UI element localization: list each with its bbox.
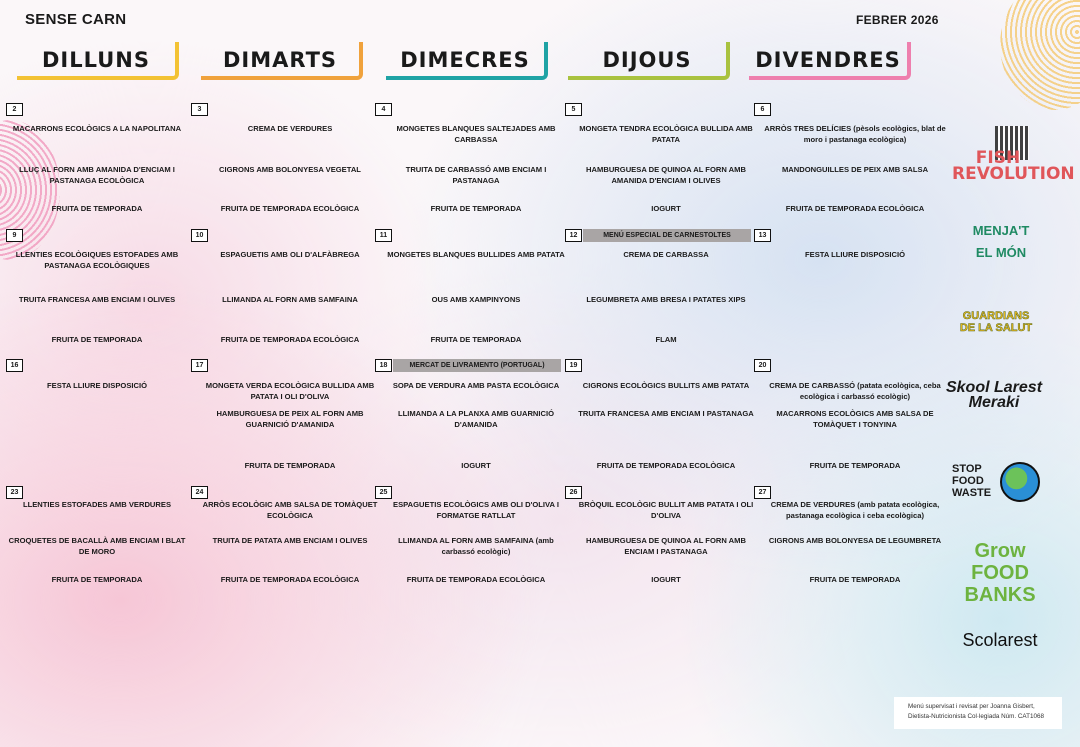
special-menu-banner: MERCAT DE LIVRAMENTO (PORTUGAL)	[393, 359, 561, 372]
logo-guardians-de-la-salut: GUARDIANS DE LA SALUT	[959, 310, 1033, 335]
day-number: 4	[375, 103, 392, 116]
note-line: Menú supervisat i revisat per Joanna Gis…	[908, 703, 1035, 710]
day-number: 13	[754, 229, 771, 242]
second-course: LLIMANDA AL FORN AMB SAMFAINA	[222, 295, 358, 304]
day-number: 24	[191, 486, 208, 499]
logo-grow-food-banks: Grow FOOD BANKS	[964, 540, 1036, 606]
first-course: CIGRONS ECOLÒGICS BULLITS AMB PATATA	[582, 381, 750, 390]
second-course: CIGRONS AMB BOLONYESA VEGETAL	[219, 165, 361, 174]
second-course: MACARRONS ECOLÒGICS AMB SALSA DE TOMÀQUE…	[776, 409, 934, 429]
first-course: CREMA DE CARBASSÓ (patata ecològica, ceb…	[769, 381, 941, 401]
dietitian-note: Menú supervisat i revisat per Joanna Gis…	[894, 697, 1062, 729]
day-number: 2	[6, 103, 23, 116]
day-number: 23	[6, 486, 23, 499]
second-course: TRUITA DE PATATA AMB ENCIAM I OLIVES	[212, 536, 368, 545]
logo-skool-larest-meraki: Skool Larest Meraki	[945, 379, 1043, 411]
second-course: TRUITA DE CARBASSÓ AMB ENCIAM I PASTANAG…	[405, 165, 547, 185]
dessert: FRUITA DE TEMPORADA ECOLÒGICA	[785, 204, 925, 213]
second-course: MANDONGUILLES DE PEIX AMB SALSA	[781, 165, 929, 174]
first-course: ESPAGUETIS ECOLÒGICS AMB OLI D'OLIVA I F…	[393, 500, 559, 520]
dessert: FRUITA DE TEMPORADA	[430, 204, 522, 213]
dessert: FRUITA DE TEMPORADA	[809, 575, 901, 584]
day-header-divendres: DIVENDRES	[749, 42, 911, 80]
dessert: IOGURT	[461, 461, 491, 470]
dessert: FRUITA DE TEMPORADA	[51, 204, 143, 213]
day-number: 25	[375, 486, 392, 499]
second-course: LLIMANDA AL FORN AMB SAMFAINA (amb carba…	[398, 536, 554, 556]
dessert: FRUITA DE TEMPORADA	[809, 461, 901, 470]
day-number: 19	[565, 359, 582, 372]
first-course: CREMA DE VERDURES (amb patata ecològica,…	[770, 500, 940, 520]
logo-stop-food-waste: STOP FOOD WASTE	[952, 463, 992, 499]
globe-icon	[1000, 462, 1040, 502]
logo-menjat-el-mon: MENJA'T EL MÓN	[972, 223, 1030, 260]
first-course: MONGETA TENDRA ECOLÒGICA BULLIDA AMB PAT…	[579, 124, 753, 144]
dessert: FRUITA DE TEMPORADA ECOLÒGICA	[406, 575, 546, 584]
day-header-dimarts: DIMARTS	[201, 42, 363, 80]
second-course: TRUITA FRANCESA AMB ENCIAM I PASTANAGA	[578, 409, 754, 418]
first-course: SOPA DE VERDURA AMB PASTA ECOLÒGICA	[392, 381, 560, 390]
day-number: 17	[191, 359, 208, 372]
day-number: 16	[6, 359, 23, 372]
first-course: FESTA LLIURE DISPOSICIÓ	[47, 381, 147, 390]
second-course: CIGRONS AMB BOLONYESA DE LEGUMBRETA	[768, 536, 942, 545]
first-course: ARRÒS TRES DELÍCIES (pèsols ecològics, b…	[764, 124, 946, 144]
first-course: MONGETES BLANQUES BULLIDES AMB PATATA	[387, 250, 565, 259]
first-course: BRÒQUIL ECOLÒGIC BULLIT AMB PATATA I OLI…	[578, 500, 754, 520]
first-course: FESTA LLIURE DISPOSICIÓ	[805, 250, 905, 259]
first-course: ESPAGUETIS AMB OLI D'ALFÀBREGA	[220, 250, 360, 259]
second-course: LEGUMBRETA AMB BRESA I PATATES XIPS	[586, 295, 746, 304]
second-course: CROQUETES DE BACALLÀ AMB ENCIAM I BLAT D…	[8, 536, 186, 556]
day-number: 12	[565, 229, 582, 242]
day-number: 26	[565, 486, 582, 499]
dessert: FRUITA DE TEMPORADA ECOLÒGICA	[220, 575, 360, 584]
dessert: FLAM	[655, 335, 677, 344]
day-number: 5	[565, 103, 582, 116]
first-course: CREMA DE VERDURES	[247, 124, 333, 133]
day-number: 11	[375, 229, 392, 242]
dessert: FRUITA DE TEMPORADA ECOLÒGICA	[220, 335, 360, 344]
dessert: FRUITA DE TEMPORADA	[244, 461, 336, 470]
day-number: 10	[191, 229, 208, 242]
first-course: LLENTIES ECOLÒGIQUES ESTOFADES AMB PASTA…	[15, 250, 179, 270]
day-number: 3	[191, 103, 208, 116]
second-course: LLIMANDA A LA PLANXA AMB GUARNICIÓ D'AMA…	[397, 409, 555, 429]
first-course: LLENTIES ESTOFADES AMB VERDURES	[22, 500, 172, 509]
dessert: FRUITA DE TEMPORADA ECOLÒGICA	[596, 461, 736, 470]
dessert: IOGURT	[651, 204, 681, 213]
fingerprint-decoration	[1000, 0, 1080, 110]
second-course: OUS AMB XAMPINYONS	[431, 295, 521, 304]
day-number: 18	[375, 359, 392, 372]
day-header-dimecres: DIMECRES	[386, 42, 548, 80]
special-menu-banner: MENÚ ESPECIAL DE CARNESTOLTES	[583, 229, 751, 242]
first-course: MACARRONS ECOLÒGICS A LA NAPOLITANA	[12, 124, 182, 133]
second-course: HAMBURGUESA DE PEIX AL FORN AMB GUARNICI…	[216, 409, 364, 429]
day-header-dijous: DIJOUS	[568, 42, 730, 80]
first-course: MONGETES BLANQUES SALTEJADES AMB CARBASS…	[396, 124, 556, 144]
day-number: 9	[6, 229, 23, 242]
second-course: HAMBURGUESA DE QUINOA AL FORN AMB ENCIAM…	[586, 536, 746, 556]
second-course: HAMBURGUESA DE QUINOA AL FORN AMB AMANID…	[586, 165, 746, 185]
dessert: IOGURT	[651, 575, 681, 584]
qr-code	[995, 126, 1029, 160]
logo-scolarest: Scolarest	[962, 630, 1038, 650]
day-header-dilluns: DILLUNS	[17, 42, 179, 80]
second-course: TRUITA FRANCESA AMB ENCIAM I OLIVES	[18, 295, 176, 304]
logo-fish-revolution: FISH REVOLUTION	[952, 148, 1075, 184]
month-label: FEBRER 2026	[856, 13, 939, 27]
dessert: FRUITA DE TEMPORADA ECOLÒGICA	[220, 204, 360, 213]
first-course: ARRÒS ECOLÒGIC AMB SALSA DE TOMÀQUET ECO…	[202, 500, 378, 520]
dessert: FRUITA DE TEMPORADA	[51, 335, 143, 344]
dessert: FRUITA DE TEMPORADA	[430, 335, 522, 344]
second-course: LLUÇ AL FORN AMB AMANIDA D'ENCIAM I PAST…	[19, 165, 175, 185]
menu-title: SENSE CARN	[25, 11, 127, 28]
day-number: 6	[754, 103, 771, 116]
first-course: CREMA DE CARBASSA	[623, 250, 709, 259]
note-line: Dietista-Nutricionista Col·legiada Núm. …	[908, 713, 1045, 720]
dessert: FRUITA DE TEMPORADA	[51, 575, 143, 584]
day-number: 20	[754, 359, 771, 372]
day-number: 27	[754, 486, 771, 499]
first-course: MONGETA VERDA ECOLÒGICA BULLIDA AMB PATA…	[205, 381, 375, 401]
